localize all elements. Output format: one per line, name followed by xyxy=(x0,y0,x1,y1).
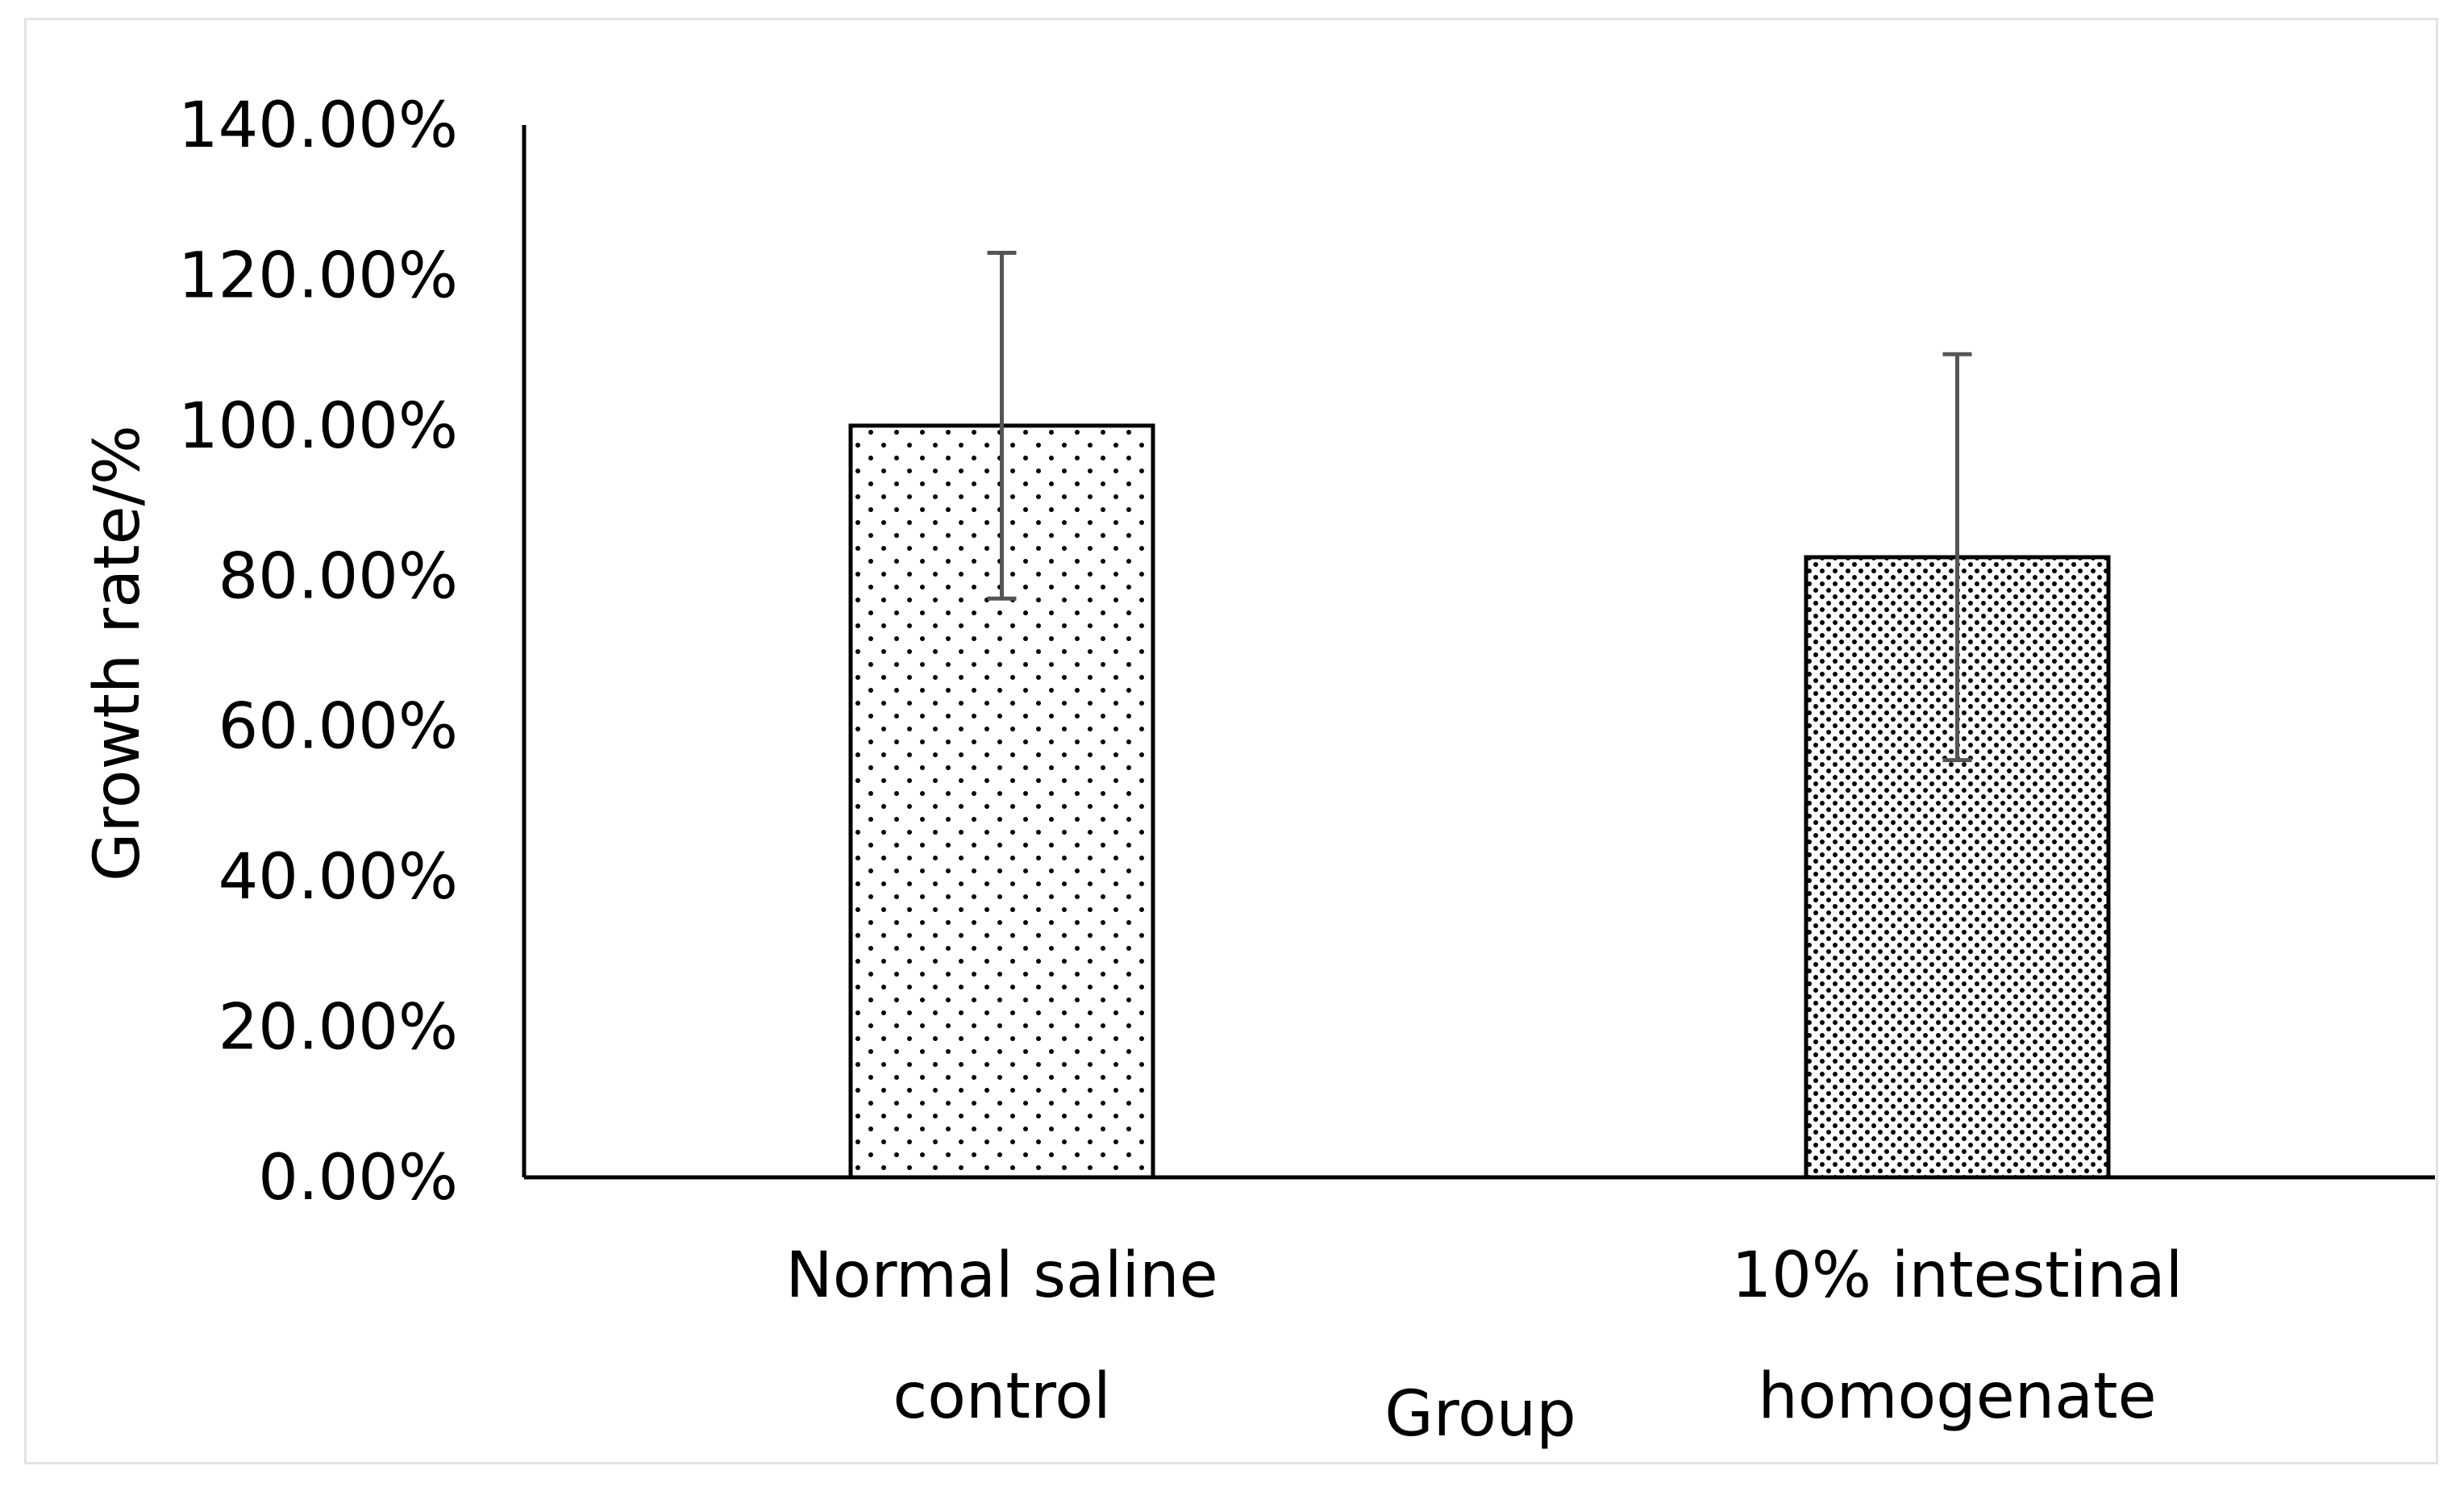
category-label: control xyxy=(893,1360,1110,1433)
category-labels: Normal saline control 10% intestinal homoge… xyxy=(785,1239,2183,1433)
y-tick-label: 140.00% xyxy=(178,90,458,162)
bars xyxy=(848,423,2111,1180)
y-tick-label: 120.00% xyxy=(178,240,458,312)
error-bars xyxy=(987,250,1972,763)
y-tick-label: 100.00% xyxy=(178,390,458,463)
y-tick-label: 20.00% xyxy=(219,992,458,1064)
axes xyxy=(522,125,2435,1180)
y-tick-label: 80.00% xyxy=(219,540,458,613)
x-axis-title: Group xyxy=(1384,1378,1575,1451)
category-label: Normal saline xyxy=(785,1239,1217,1312)
y-tick-labels: 0.00% 20.00% 40.00% 60.00% 80.00% 100.00% 120.… xyxy=(178,90,458,1214)
category-label: 10% intestinal xyxy=(1732,1239,2183,1312)
category-label: homogenate xyxy=(1758,1360,2156,1433)
y-axis-title: Growth rate/% xyxy=(81,425,154,881)
y-tick-label: 60.00% xyxy=(219,691,458,764)
y-tick-label: 40.00% xyxy=(219,841,458,914)
y-tick-label: 0.00% xyxy=(258,1142,458,1214)
